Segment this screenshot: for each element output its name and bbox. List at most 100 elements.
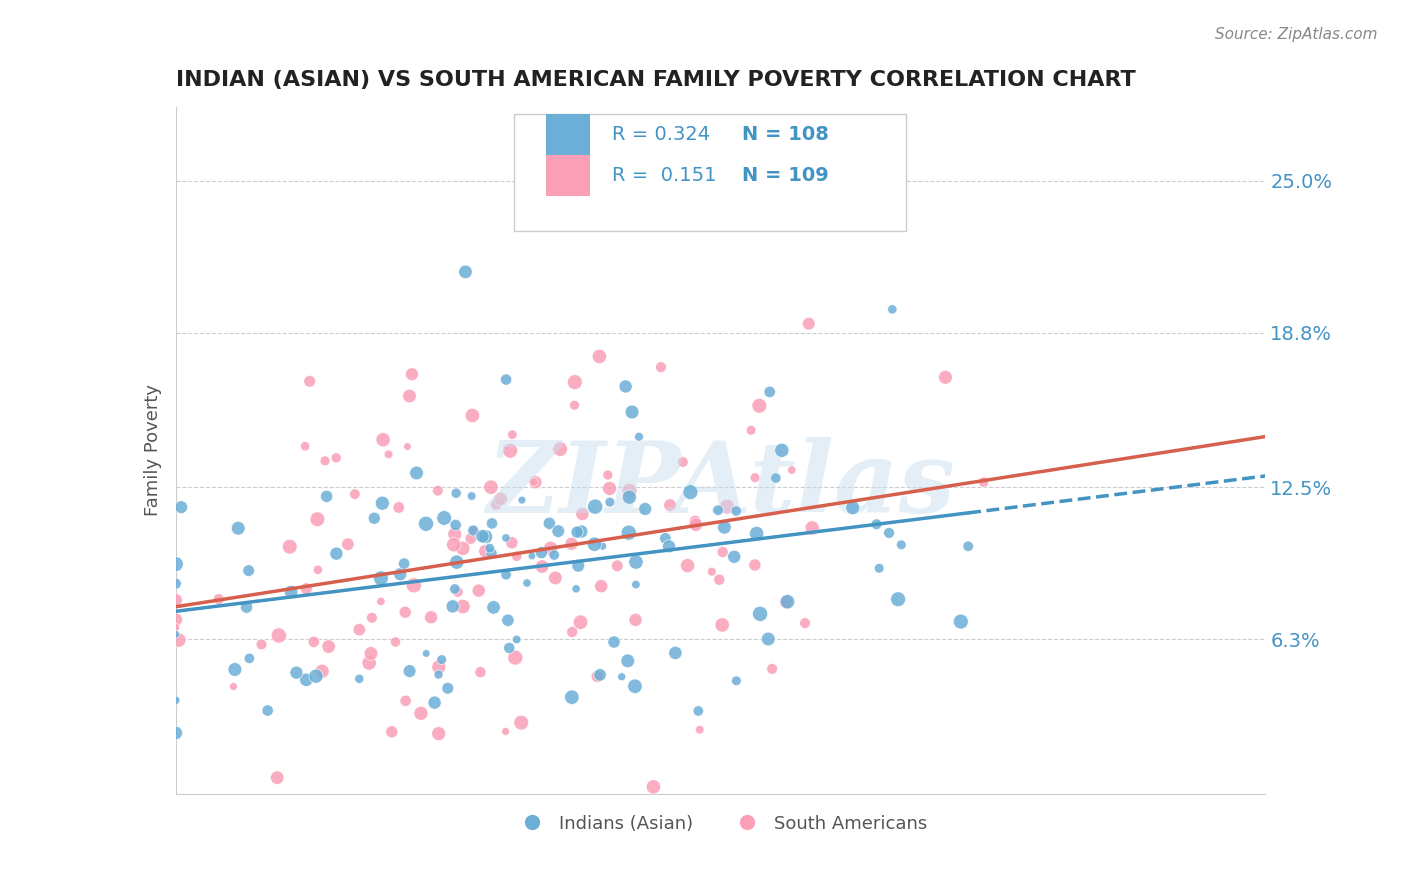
Point (285, 665, 308, 680)
Point (423, 696, 446, 710)
Point (420, 610, 443, 624)
Point (266, 771, 288, 785)
Text: ZIPAtlas: ZIPAtlas (486, 436, 955, 533)
Point (446, 555, 468, 569)
Y-axis label: Family Poverty: Family Poverty (143, 384, 162, 516)
Point (723, 549, 745, 564)
Point (543, 548, 565, 562)
Point (415, 516, 437, 531)
Point (370, 594, 392, 608)
Point (711, 545, 734, 559)
Point (797, 317, 820, 331)
Point (311, 665, 333, 679)
Point (634, 502, 657, 516)
Point (224, 663, 246, 677)
Point (643, 780, 665, 794)
Point (520, 549, 543, 563)
Point (394, 605, 416, 619)
Point (471, 529, 494, 543)
Point (711, 618, 734, 632)
Point (689, 723, 711, 737)
Point (349, 623, 371, 637)
Point (531, 559, 554, 574)
Point (360, 647, 382, 661)
Point (583, 500, 606, 514)
Point (616, 654, 638, 668)
Point (619, 490, 641, 504)
Point (336, 537, 359, 551)
Point (688, 704, 710, 718)
Point (479, 480, 502, 494)
Point (716, 500, 738, 514)
Point (398, 664, 420, 678)
Point (318, 640, 340, 654)
Point (454, 265, 477, 279)
Point (427, 667, 450, 681)
Point (444, 486, 467, 500)
Point (443, 527, 465, 541)
Point (302, 634, 325, 648)
Point (165, 726, 187, 740)
Point (882, 302, 904, 317)
Point (463, 524, 485, 538)
Point (776, 595, 799, 609)
Point (756, 632, 779, 646)
Point (470, 665, 492, 680)
Point (603, 635, 626, 649)
Point (371, 433, 394, 447)
Point (505, 632, 527, 647)
Point (973, 475, 995, 489)
Point (561, 690, 583, 705)
Point (388, 500, 411, 515)
Point (516, 576, 538, 591)
Bar (546, 155, 591, 196)
FancyBboxPatch shape (513, 114, 905, 231)
Point (505, 650, 527, 665)
Point (761, 662, 783, 676)
Point (235, 600, 257, 615)
Point (415, 647, 437, 661)
Point (461, 409, 484, 423)
Point (256, 704, 278, 718)
Point (443, 538, 465, 552)
Point (501, 535, 523, 549)
Point (624, 555, 647, 569)
Point (725, 504, 748, 518)
Point (451, 599, 474, 614)
Point (226, 521, 249, 535)
Point (170, 500, 193, 515)
Point (683, 514, 706, 528)
Text: N = 109: N = 109 (742, 166, 830, 186)
Point (707, 503, 730, 517)
Point (748, 399, 770, 413)
Text: N = 108: N = 108 (742, 125, 830, 144)
Point (392, 557, 415, 571)
Point (589, 668, 612, 682)
Point (709, 573, 731, 587)
Point (430, 653, 453, 667)
Point (496, 613, 519, 627)
Point (548, 442, 571, 457)
Point (654, 532, 676, 546)
Point (371, 496, 394, 510)
Point (436, 681, 458, 696)
Point (165, 693, 187, 707)
Point (544, 571, 567, 585)
Point (592, 539, 614, 553)
Point (679, 485, 702, 500)
Text: R =  0.151: R = 0.151 (612, 166, 716, 186)
Point (409, 706, 432, 721)
Point (307, 563, 329, 577)
Point (389, 567, 412, 582)
Point (506, 549, 529, 564)
Point (617, 525, 640, 540)
Point (949, 615, 972, 629)
Point (564, 398, 586, 412)
Point (596, 468, 619, 483)
Point (758, 384, 780, 399)
Point (381, 724, 404, 739)
Point (745, 526, 768, 541)
Point (481, 516, 503, 531)
Point (474, 530, 496, 544)
Point (530, 546, 553, 560)
